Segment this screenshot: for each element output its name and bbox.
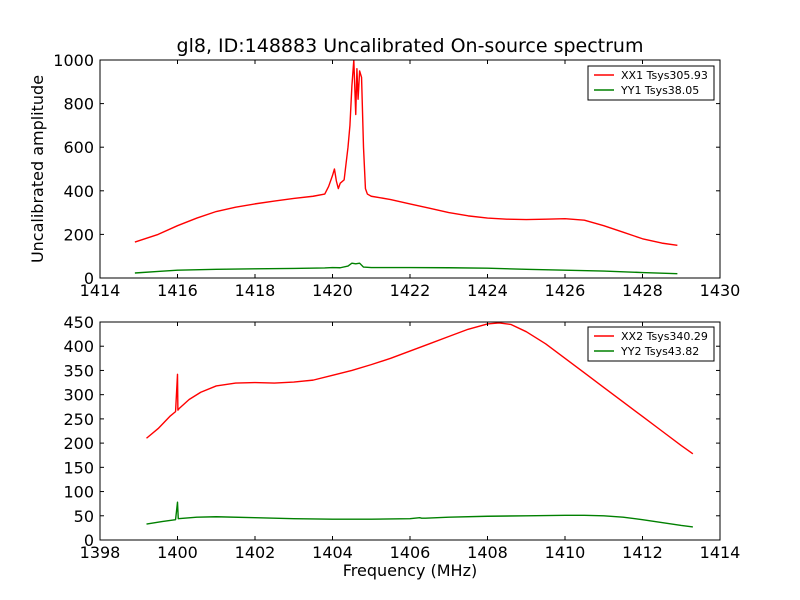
- y-tick-label: 200: [63, 434, 94, 453]
- x-tick-label: 1400: [157, 543, 198, 562]
- chart-panel-2: 1398 1400 1402 1404 1406 1408 1410 1412 1414 0 50 1…: [63, 313, 740, 580]
- y-tick-label: 200: [63, 225, 94, 244]
- x-tick-label: 1398: [80, 543, 121, 562]
- x-tick-label: 1420: [312, 281, 353, 300]
- x-tick-label: 1430: [700, 281, 741, 300]
- series-line-yy1: [134, 262, 678, 275]
- series-line-yy2: [146, 501, 693, 528]
- x-tick-label: 1426: [545, 281, 586, 300]
- x-tick-label: 1406: [390, 543, 431, 562]
- x-tick-label: 1402: [235, 543, 276, 562]
- y-tick-label: 250: [63, 410, 94, 429]
- legend-box: [587, 65, 715, 101]
- y-tick-label: 400: [63, 337, 94, 356]
- x-tick-label: 1404: [312, 543, 353, 562]
- chart-panel-1: 1414 1416 1418 1420 1422 1424 1426 1428 1430 0 200…: [28, 35, 740, 300]
- legend-box: [587, 326, 715, 362]
- x-tick-label: 1422: [390, 281, 431, 300]
- x-tick-label: 1408: [467, 543, 508, 562]
- y-tick-label: 100: [63, 483, 94, 502]
- x-axis-label: Frequency (MHz): [343, 561, 477, 580]
- x-tick-label: 1424: [467, 281, 508, 300]
- legend-entry-label: XX2 Tsys340.29: [621, 330, 708, 343]
- legend-entry-label: XX1 Tsys305.93: [621, 69, 708, 82]
- y-tick-label: 1000: [53, 51, 94, 70]
- x-tick-label: 1414: [700, 543, 741, 562]
- y-tick-label: 300: [63, 386, 94, 405]
- x-tick-label: 1418: [235, 281, 276, 300]
- x-tick-label: 1412: [622, 543, 663, 562]
- legend: XX1 Tsys305.93 YY1 Tsys38.05: [587, 65, 715, 101]
- y-tick-label: 350: [63, 361, 94, 380]
- x-tick-label: 1410: [545, 543, 586, 562]
- chart-title: gl8, ID:148883 Uncalibrated On-source sp…: [177, 35, 644, 57]
- y-tick-label: 0: [84, 269, 94, 288]
- legend-entry-label: YY1 Tsys38.05: [620, 84, 699, 97]
- y-axis-label: Uncalibrated amplitude: [28, 75, 47, 263]
- series-line-xx2: [146, 322, 694, 455]
- series-line-xx1: [134, 60, 678, 246]
- y-tick-label: 50: [74, 507, 94, 526]
- y-tick-label: 600: [63, 138, 94, 157]
- legend-entry-label: YY2 Tsys43.82: [620, 345, 699, 358]
- x-tick-label: 1414: [80, 281, 121, 300]
- x-tick-label: 1416: [157, 281, 198, 300]
- y-tick-label: 0: [84, 531, 94, 550]
- y-tick-label: 450: [63, 313, 94, 332]
- y-tick-label: 400: [63, 182, 94, 201]
- y-tick-label: 150: [63, 458, 94, 477]
- legend: XX2 Tsys340.29 YY2 Tsys43.82: [587, 326, 715, 362]
- y-tick-label: 800: [63, 95, 94, 114]
- x-tick-label: 1428: [622, 281, 663, 300]
